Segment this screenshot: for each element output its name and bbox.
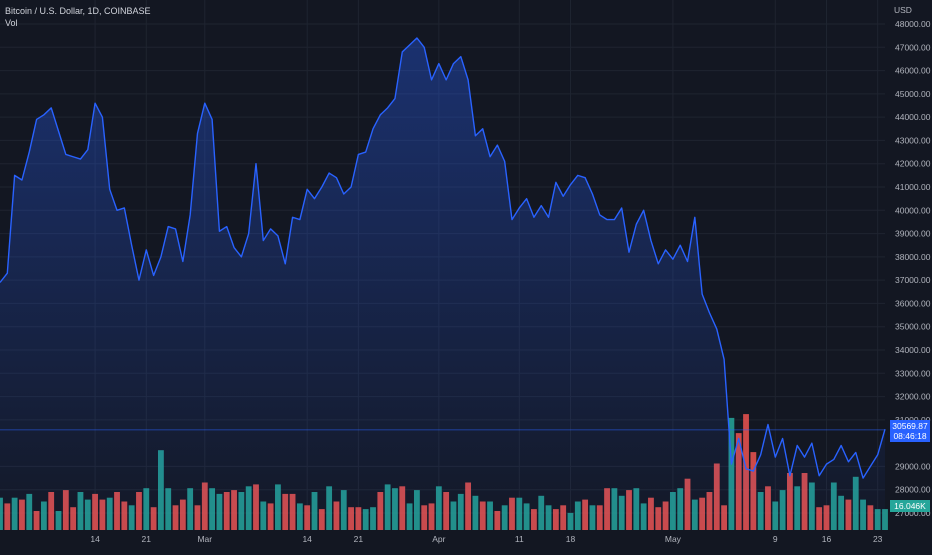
price-tick-label: 33000.00	[895, 368, 931, 378]
price-tick-label: 39000.00	[895, 229, 931, 239]
volume-value: 16.046K	[894, 501, 926, 511]
price-area	[0, 37, 886, 530]
price-tick-label: 46000.00	[895, 66, 931, 76]
price-tick-label: 27000.00	[895, 508, 931, 518]
time-tick-label: Mar	[197, 534, 212, 544]
time-tick-label: 14	[302, 534, 312, 544]
price-tick-label: 29000.00	[895, 461, 931, 471]
time-tick-label: 18	[566, 534, 576, 544]
time-tick-label: 11	[515, 534, 524, 544]
price-tick-label: 34000.00	[895, 345, 931, 355]
time-axis: 14 21 Mar 14 21 Apr 11 18 May 9 16 23	[90, 534, 882, 544]
current-price-badge: 30569.87 08:46:18	[890, 419, 930, 442]
time-tick-label: Apr	[432, 534, 445, 544]
symbol-title[interactable]: Bitcoin / U.S. Dollar, 1D, COINBASE	[5, 6, 151, 16]
price-tick-label: 31000.00	[895, 415, 931, 425]
price-tick-label: 28000.00	[895, 485, 931, 495]
price-line[interactable]	[0, 37, 886, 479]
time-tick-label: 9	[773, 534, 778, 544]
price-tick-label: 32000.00	[895, 392, 931, 402]
time-tick-label: 21	[142, 534, 152, 544]
chart-legend: Bitcoin / U.S. Dollar, 1D, COINBASE Vol	[5, 5, 151, 29]
price-tick-label: 41000.00	[895, 182, 931, 192]
current-price-value: 30569.87	[892, 420, 928, 431]
time-tick-label: 14	[90, 534, 100, 544]
price-tick-label: 40000.00	[895, 205, 931, 215]
price-tick-label: 47000.00	[895, 42, 931, 52]
price-tick-label: 36000.00	[895, 298, 931, 308]
price-tick-label: 42000.00	[895, 159, 931, 169]
time-tick-label: 21	[354, 534, 364, 544]
volume-indicator-label[interactable]: Vol	[5, 18, 18, 28]
time-tick-label: 23	[873, 534, 883, 544]
price-tick-label: 37000.00	[895, 275, 931, 285]
price-tick-label: 35000.00	[895, 322, 931, 332]
price-tick-label: 45000.00	[895, 89, 931, 99]
bar-countdown: 08:46:18	[893, 430, 927, 441]
price-axis: 48000.00 47000.00 46000.00 45000.00 44000.00…	[895, 19, 931, 518]
price-area-fill	[0, 37, 885, 530]
price-tick-label: 44000.00	[895, 112, 931, 122]
currency-label[interactable]: USD	[894, 5, 912, 15]
time-tick-label: May	[665, 534, 682, 544]
price-tick-label: 38000.00	[895, 252, 931, 262]
time-tick-label: 16	[822, 534, 832, 544]
price-tick-label: 43000.00	[895, 135, 931, 145]
price-tick-label: 48000.00	[895, 19, 931, 29]
volume-value-badge: 16.046K	[890, 500, 930, 512]
